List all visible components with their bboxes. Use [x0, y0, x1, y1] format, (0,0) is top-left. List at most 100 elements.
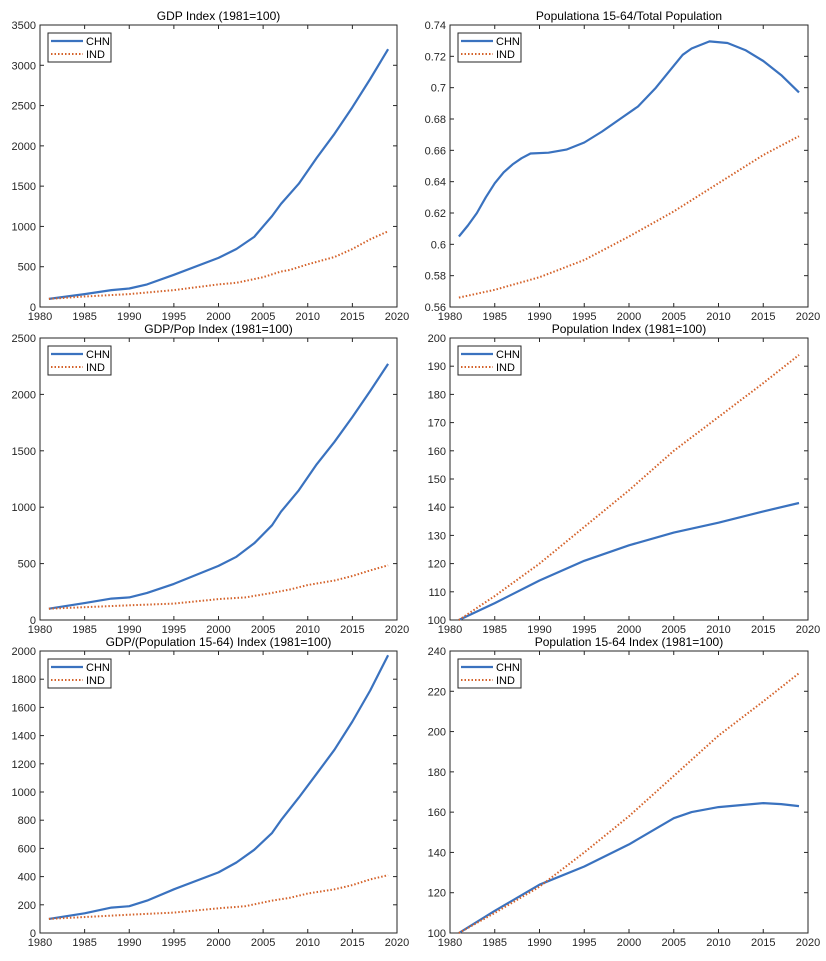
- x-tick-label: 2015: [340, 624, 364, 636]
- y-tick-label: 3000: [12, 60, 36, 72]
- y-tick-label: 1000: [12, 221, 36, 233]
- y-tick-label: 0.56: [425, 302, 446, 314]
- x-tick-label: 2005: [662, 937, 686, 949]
- x-tick-label: 1980: [438, 624, 462, 636]
- legend-box: [457, 32, 522, 63]
- x-tick-label: 1980: [28, 937, 52, 949]
- subplot-2: Populationa 15-64/Total Population 1980 19…: [425, 9, 821, 323]
- x-tick-label: 1990: [527, 311, 551, 323]
- x-tick-label: 1980: [28, 624, 52, 636]
- x-tick-label: 2015: [751, 311, 775, 323]
- x-tick-label: 1995: [162, 311, 186, 323]
- x-tick-label: 2020: [385, 311, 409, 323]
- y-tick-label: 0: [30, 928, 36, 940]
- legend-label: IND: [86, 362, 105, 374]
- series-line-ind: [48, 230, 389, 300]
- legend-label: CHN: [496, 36, 520, 48]
- x-tick-label: 1995: [572, 624, 596, 636]
- y-tick-label: 400: [18, 872, 36, 884]
- x-tick-label: 1980: [28, 311, 52, 323]
- x-tick-label: 1985: [72, 937, 96, 949]
- chart-title: GDP/(Population 15-64) Index (1981=100): [106, 635, 332, 649]
- x-tick-label: 2020: [385, 937, 409, 949]
- y-tick-label: 0.62: [425, 208, 446, 220]
- series-line-chn: [48, 654, 390, 920]
- x-tick-label: 1985: [483, 311, 507, 323]
- legend-box: [47, 658, 112, 689]
- y-tick-label: 180: [428, 389, 446, 401]
- y-tick-label: 1800: [12, 674, 36, 686]
- x-tick-label: 1980: [438, 937, 462, 949]
- axes-box: [39, 24, 398, 308]
- axes-box: [39, 337, 398, 621]
- x-tick-label: 1985: [72, 311, 96, 323]
- y-tick-label: 1600: [12, 702, 36, 714]
- series-line-ind: [48, 564, 389, 610]
- chart-title: Population 15-64 Index (1981=100): [535, 635, 723, 649]
- y-tick-label: 0.7: [431, 83, 446, 95]
- y-tick-label: 190: [428, 361, 446, 373]
- y-tick-label: 0.66: [425, 145, 446, 157]
- x-tick-label: 2020: [796, 311, 820, 323]
- y-tick-label: 170: [428, 418, 446, 430]
- x-tick-label: 1985: [72, 624, 96, 636]
- y-tick-label: 100: [428, 615, 446, 627]
- x-tick-label: 1990: [527, 937, 551, 949]
- y-tick-label: 120: [428, 559, 446, 571]
- y-tick-label: 2000: [12, 141, 36, 153]
- x-tick-label: 2005: [251, 311, 275, 323]
- y-tick-label: 200: [18, 900, 36, 912]
- x-tick-label: 2000: [617, 624, 641, 636]
- y-tick-label: 1400: [12, 731, 36, 743]
- y-tick-label: 0.74: [425, 20, 446, 32]
- x-tick-label: 2010: [296, 937, 320, 949]
- series-line-chn: [458, 40, 800, 238]
- legend-label: IND: [496, 49, 515, 61]
- legend-label: CHN: [86, 349, 110, 361]
- x-tick-label: 2015: [340, 311, 364, 323]
- legend-label: CHN: [86, 36, 110, 48]
- subplot-1: GDP Index (1981=100) 1980 1985 1990 1995 2000…: [12, 9, 410, 323]
- y-tick-label: 220: [428, 686, 446, 698]
- y-tick-label: 240: [428, 646, 446, 658]
- y-tick-label: 140: [428, 847, 446, 859]
- y-tick-label: 500: [18, 262, 36, 274]
- series-line-chn: [48, 48, 390, 300]
- y-tick-label: 110: [428, 587, 446, 599]
- y-tick-label: 140: [428, 502, 446, 514]
- axes-box: [449, 650, 809, 934]
- y-tick-label: 500: [18, 559, 36, 571]
- legend-label: CHN: [496, 349, 520, 361]
- x-tick-label: 1990: [117, 937, 141, 949]
- y-tick-label: 2500: [12, 333, 36, 345]
- x-tick-label: 2020: [385, 624, 409, 636]
- series-line-ind: [458, 354, 800, 621]
- x-tick-label: 2015: [751, 937, 775, 949]
- x-tick-label: 2005: [251, 624, 275, 636]
- x-tick-label: 1995: [162, 624, 186, 636]
- x-tick-label: 2010: [706, 937, 730, 949]
- y-tick-label: 0.68: [425, 114, 446, 126]
- x-tick-label: 2005: [662, 311, 686, 323]
- y-tick-label: 0: [30, 615, 36, 627]
- series-line-chn: [458, 801, 800, 934]
- y-tick-label: 1000: [12, 502, 36, 514]
- chart-title: GDP/Pop Index (1981=100): [144, 322, 292, 336]
- x-tick-label: 2010: [296, 311, 320, 323]
- legend-label: IND: [496, 675, 515, 687]
- legend-box: [47, 32, 112, 63]
- y-tick-label: 130: [428, 530, 446, 542]
- x-tick-label: 1990: [527, 624, 551, 636]
- y-tick-label: 120: [428, 888, 446, 900]
- y-tick-label: 600: [18, 843, 36, 855]
- y-tick-label: 1500: [12, 446, 36, 458]
- axes-box: [449, 337, 809, 621]
- y-tick-label: 160: [428, 807, 446, 819]
- x-tick-label: 2020: [796, 937, 820, 949]
- y-tick-label: 0.58: [425, 271, 446, 283]
